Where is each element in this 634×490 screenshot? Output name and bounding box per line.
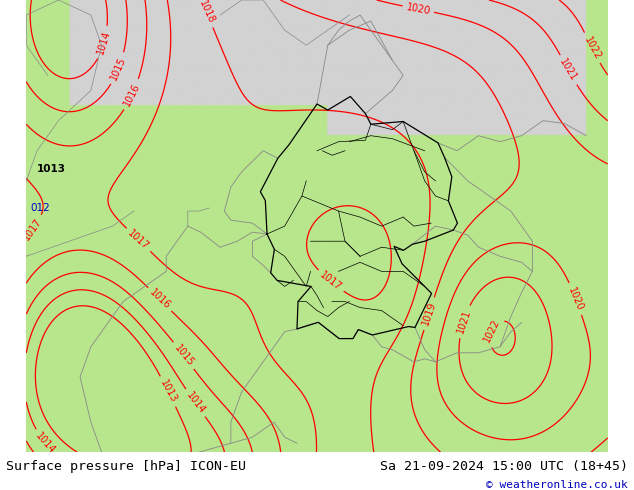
Text: 1022: 1022 [582,35,602,61]
Text: 1021: 1021 [455,308,472,335]
Text: 1013: 1013 [37,164,66,174]
Text: 1019: 1019 [420,300,438,327]
Text: 1016: 1016 [147,287,172,311]
Text: 1021: 1021 [558,57,579,83]
Text: 1014: 1014 [184,390,207,416]
Text: 1018: 1018 [197,0,216,25]
Text: 1017: 1017 [318,270,344,293]
Text: Sa 21-09-2024 15:00 UTC (18+45): Sa 21-09-2024 15:00 UTC (18+45) [380,460,628,473]
Text: 1015: 1015 [109,55,128,82]
Text: 012: 012 [30,203,50,213]
Text: 1016: 1016 [122,81,142,108]
Text: 1020: 1020 [405,2,431,16]
Text: 1014: 1014 [34,431,57,456]
Text: 1015: 1015 [172,343,195,368]
Text: 1020: 1020 [566,286,585,312]
Text: © weatheronline.co.uk: © weatheronline.co.uk [486,481,628,490]
Text: 1022: 1022 [482,317,502,344]
Text: 1014: 1014 [96,29,112,56]
Text: 1017: 1017 [22,217,44,242]
Text: 1013: 1013 [158,378,178,405]
Text: 1017: 1017 [126,228,151,252]
Text: Surface pressure [hPa] ICON-EU: Surface pressure [hPa] ICON-EU [6,460,247,473]
